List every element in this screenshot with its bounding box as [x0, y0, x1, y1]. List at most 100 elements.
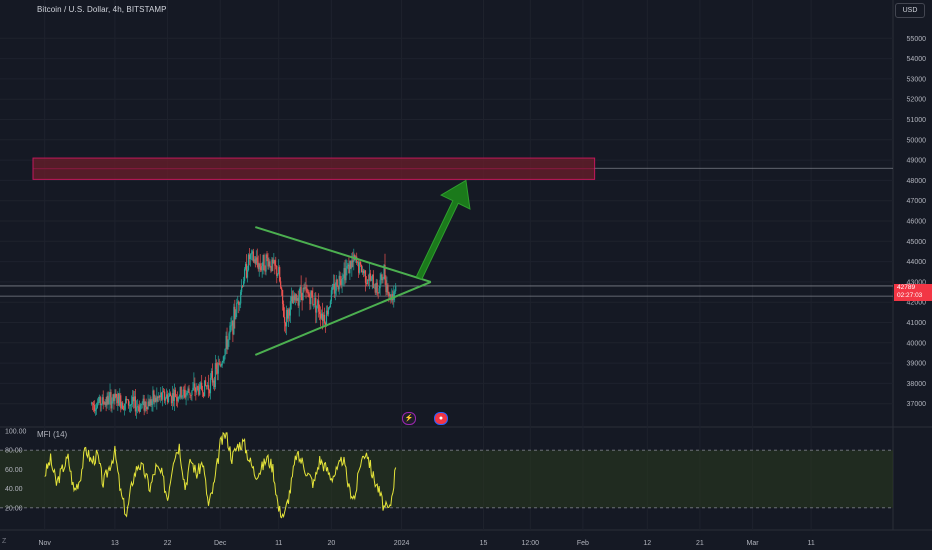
mfi-tick-label: 40.00 — [5, 486, 23, 493]
triangle-lower-trendline — [254, 280, 432, 356]
candle-body — [148, 401, 150, 407]
candle-body — [238, 301, 240, 305]
candle-body — [206, 385, 209, 387]
candle-body — [339, 275, 341, 281]
price-tick-label: 42000 — [907, 300, 927, 307]
candle-body — [331, 287, 333, 291]
time-tick-label: 11 — [807, 540, 814, 547]
candle-body — [310, 290, 312, 305]
candle-body — [146, 407, 148, 410]
candle-body — [104, 402, 106, 405]
candle-body — [140, 404, 142, 406]
chart-title: Bitcoin / U.S. Dollar, 4h, BITSTAMP — [37, 5, 167, 14]
candle-body — [345, 268, 347, 281]
candle-body — [235, 313, 237, 319]
candle-body — [147, 401, 149, 410]
flag-icon[interactable]: ● — [434, 412, 448, 425]
candle-body — [279, 267, 281, 282]
candle-body — [165, 398, 167, 401]
candle-body — [361, 270, 364, 273]
candle-body — [293, 295, 295, 301]
candle-body — [381, 274, 383, 281]
candle-body — [161, 392, 163, 400]
candle-body — [203, 392, 205, 397]
candle-body — [338, 275, 340, 290]
candle-body — [379, 279, 381, 289]
time-tick-label: 12:00 — [522, 540, 540, 547]
candle-body — [325, 310, 328, 327]
last-price-value: 42789 — [897, 284, 916, 291]
candle-body — [101, 397, 103, 405]
candle-body — [263, 254, 265, 271]
candle-body — [255, 257, 257, 264]
candle-body — [113, 394, 115, 401]
candle-body — [316, 305, 318, 313]
candle-body — [192, 387, 194, 391]
candle-body — [306, 288, 308, 292]
candle-body — [116, 396, 118, 404]
candle-body — [180, 386, 182, 398]
candle-body — [268, 261, 270, 267]
candle-body — [218, 363, 220, 365]
candle-body — [267, 258, 269, 267]
candle-body — [249, 254, 252, 259]
candle-body — [91, 402, 94, 404]
candle-body — [363, 270, 366, 274]
candle-body — [358, 262, 360, 273]
price-tick-label: 48000 — [907, 178, 927, 185]
candle-body — [383, 264, 385, 279]
candle-body — [125, 398, 127, 404]
lightning-event-icon[interactable]: ⚡ — [402, 412, 416, 425]
candle-body — [370, 279, 372, 281]
candle-body — [287, 309, 290, 319]
time-tick-label: 21 — [696, 540, 704, 547]
candle-body — [212, 380, 214, 383]
candle-body — [222, 360, 224, 363]
candle-body — [295, 294, 297, 301]
candle-body — [394, 291, 396, 292]
candle-body — [362, 270, 365, 274]
candle-body — [261, 266, 263, 271]
price-tick-label: 53000 — [907, 76, 927, 83]
candle-body — [122, 402, 124, 410]
candle-body — [329, 301, 331, 308]
candle-body — [298, 297, 300, 306]
candle-body — [378, 288, 380, 294]
candle-body — [228, 333, 230, 340]
mfi-tick-label: 100.00 — [5, 429, 27, 436]
candle-body — [304, 287, 306, 289]
candle-body — [123, 409, 125, 411]
candle-body — [372, 274, 374, 288]
time-tick-label: Mar — [747, 540, 760, 547]
drawing-tools — [254, 179, 471, 356]
candle-body — [258, 263, 260, 270]
candle-body — [165, 394, 168, 399]
candle-body — [115, 393, 117, 397]
candle-body — [95, 407, 97, 410]
candle-body — [156, 396, 158, 402]
candle-body — [311, 290, 313, 298]
candle-body — [327, 307, 330, 315]
price-tick-label: 44000 — [907, 259, 927, 266]
mfi-line — [44, 431, 397, 519]
candle-body — [286, 309, 289, 319]
candle-body — [111, 401, 113, 409]
candle-body — [384, 264, 386, 281]
candle-body — [357, 262, 359, 264]
candle-body — [229, 325, 231, 334]
candle-body — [149, 399, 151, 407]
time-tick-label: 22 — [164, 540, 172, 547]
candle-body — [117, 393, 119, 404]
candle-body — [172, 393, 175, 401]
currency-button[interactable]: USD — [895, 3, 925, 18]
candle-body — [179, 386, 181, 397]
mfi-indicator-title[interactable]: MFI (14) — [37, 430, 68, 439]
timezone-icon[interactable]: Z — [2, 538, 7, 545]
candle-body — [335, 279, 337, 291]
candle-body — [109, 392, 111, 398]
candle-body — [380, 274, 382, 280]
candle-body — [167, 396, 170, 402]
candle-body — [272, 259, 274, 264]
candle-body — [133, 396, 136, 402]
